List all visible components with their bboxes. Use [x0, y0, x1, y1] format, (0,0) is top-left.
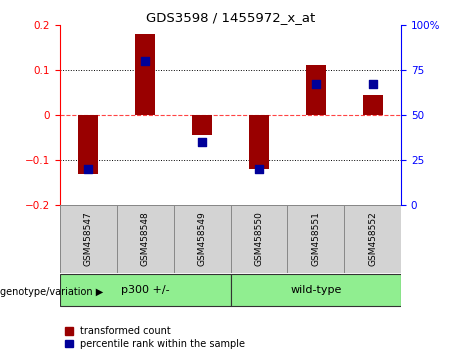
Bar [287, 205, 344, 273]
Text: GSM458547: GSM458547 [84, 212, 93, 266]
Point [255, 166, 263, 172]
Text: genotype/variation ▶: genotype/variation ▶ [0, 287, 103, 297]
Text: p300 +/-: p300 +/- [121, 285, 170, 295]
Bar [363, 95, 383, 115]
Bar [230, 205, 287, 273]
Bar [344, 205, 401, 273]
Bar [78, 115, 98, 174]
Text: GSM458549: GSM458549 [198, 212, 207, 266]
Bar [60, 274, 230, 306]
Title: GDS3598 / 1455972_x_at: GDS3598 / 1455972_x_at [146, 11, 315, 24]
Bar [230, 274, 401, 306]
Bar [306, 65, 326, 115]
Text: wild-type: wild-type [290, 285, 342, 295]
Point [198, 139, 206, 145]
Bar [60, 205, 117, 273]
Bar [135, 34, 155, 115]
Text: GSM458548: GSM458548 [141, 212, 150, 266]
Bar [192, 115, 212, 135]
Text: GSM458551: GSM458551 [311, 211, 320, 267]
Bar [117, 205, 174, 273]
Point [312, 81, 319, 87]
Bar [249, 115, 269, 169]
Bar [174, 205, 230, 273]
Legend: transformed count, percentile rank within the sample: transformed count, percentile rank withi… [65, 326, 245, 349]
Text: GSM458552: GSM458552 [368, 212, 377, 266]
Point [142, 58, 149, 64]
Point [369, 81, 376, 87]
Point [85, 166, 92, 172]
Text: GSM458550: GSM458550 [254, 211, 263, 267]
